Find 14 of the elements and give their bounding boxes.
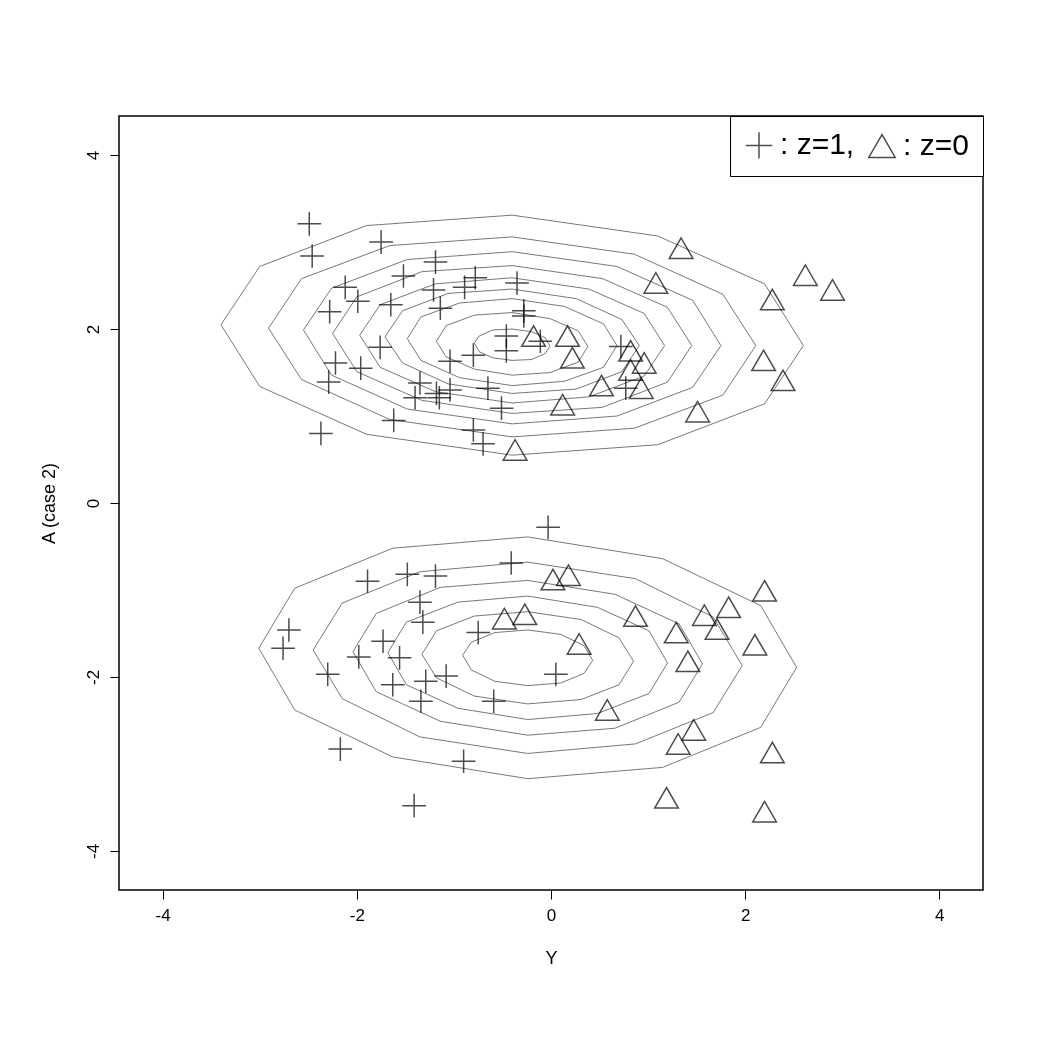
y-tick-label: 0 xyxy=(83,498,103,509)
x-axis-title: Y xyxy=(545,947,558,968)
x-tick-label: -2 xyxy=(349,905,365,925)
legend-label: : z=0 xyxy=(903,128,969,161)
legend-label: : z=1, xyxy=(780,127,855,161)
y-tick-label: 4 xyxy=(83,150,103,161)
y-tick-label: 2 xyxy=(83,324,103,335)
x-tick-label: 4 xyxy=(935,905,945,925)
x-tick-label: 0 xyxy=(546,905,557,925)
y-tick-label: -2 xyxy=(83,669,103,685)
x-tick-label: 2 xyxy=(740,905,751,925)
y-axis-title: A (case 2) xyxy=(38,462,59,545)
y-tick-label: -4 xyxy=(83,843,103,859)
x-tick-label: -4 xyxy=(155,905,171,925)
